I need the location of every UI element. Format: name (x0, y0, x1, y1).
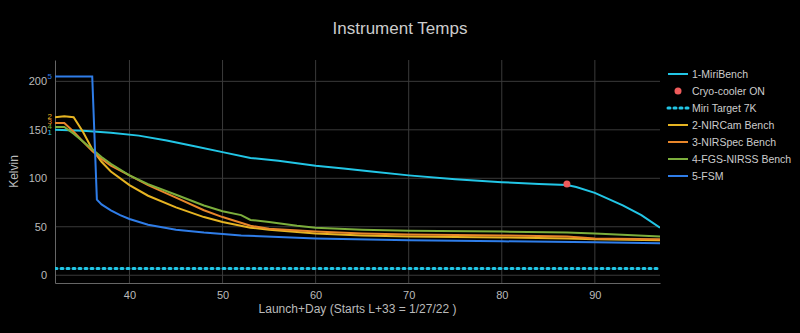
grid-line (55, 129, 660, 130)
y-axis: 0 50 100 150 200 (29, 61, 56, 284)
series-point (563, 181, 570, 188)
grid-line (55, 275, 660, 276)
tick: 50 (35, 221, 55, 233)
y-axis-title: Kelvin (7, 155, 21, 188)
legend-swatch (668, 124, 688, 126)
tick-label: 50 (217, 289, 229, 301)
plot-area (55, 76, 660, 268)
tick-label: 90 (589, 289, 601, 301)
legend-swatch (668, 158, 688, 160)
legend-label: Miri Target 7K (692, 102, 757, 114)
annotation: 5 (48, 72, 53, 81)
legend-label: Cryo-cooler ON (692, 85, 765, 97)
legend-item: 5-FSM (668, 170, 724, 182)
legend-label: 4-FGS-NIRSS Bench (692, 153, 791, 165)
tick-label: 0 (41, 269, 47, 281)
grid-line (129, 60, 130, 283)
legend-item: Miri Target 7K (668, 102, 757, 114)
grid-line (55, 178, 660, 179)
axis-line (55, 61, 56, 284)
series-line (55, 123, 660, 239)
series-line (55, 127, 660, 237)
legend-swatch (668, 175, 688, 177)
grid-line (408, 60, 409, 283)
grid-line (501, 60, 502, 283)
legend-swatch (668, 141, 688, 143)
grid-line (315, 60, 316, 283)
tick: 60 (310, 283, 322, 301)
legend-item: 1-MiriBench (668, 68, 748, 80)
tick-label: 100 (29, 172, 47, 184)
x-axis: 40 50 60 70 80 90 (56, 283, 661, 301)
x-axis-title: Launch+Day (Starts L+33 = 1/27/22 ) (259, 302, 457, 316)
grid-line (222, 60, 223, 283)
tick-label: 70 (403, 289, 415, 301)
series-line (55, 130, 660, 228)
annotation: 1 (48, 128, 53, 137)
tick-label: 150 (29, 124, 47, 136)
legend-item: Cryo-cooler ON (675, 85, 765, 97)
tick: 80 (496, 283, 508, 301)
legend-swatch (675, 88, 682, 95)
tick-label: 40 (124, 289, 136, 301)
legend-label: 3-NIRSpec Bench (692, 136, 776, 148)
tick-label: 80 (496, 289, 508, 301)
grid-line (55, 226, 660, 227)
series-line (55, 116, 660, 240)
title: Instrument Temps (333, 19, 468, 38)
chart: 40506070809005010015020052341Instrument … (0, 0, 800, 333)
legend-item: 3-NIRSpec Bench (668, 136, 776, 148)
axis-line (56, 283, 661, 284)
tick-label: 60 (310, 289, 322, 301)
legend-label: 5-FSM (692, 170, 724, 182)
grid-line (55, 81, 660, 82)
grid (55, 60, 660, 283)
tick: 100 (29, 172, 55, 184)
tick: 50 (217, 283, 229, 301)
legend-label: 2-NIRCam Bench (692, 119, 774, 131)
legend-item: 2-NIRCam Bench (668, 119, 774, 131)
legend-item: 4-FGS-NIRSS Bench (668, 153, 791, 165)
tick: 40 (124, 283, 136, 301)
background (0, 0, 800, 333)
tick-label: 50 (35, 221, 47, 233)
legend-label: 1-MiriBench (692, 68, 748, 80)
legend: 1-MiriBench Cryo-cooler ON Miri Target 7K 2… (668, 68, 791, 182)
tick-label: 200 (29, 75, 47, 87)
legend-swatch (668, 107, 688, 110)
tick: 90 (589, 283, 601, 301)
legend-swatch (668, 73, 688, 75)
series-line (55, 76, 660, 243)
grid-line (594, 60, 595, 283)
series-line (55, 267, 660, 270)
tick: 0 (41, 269, 55, 281)
tick: 70 (403, 283, 415, 301)
